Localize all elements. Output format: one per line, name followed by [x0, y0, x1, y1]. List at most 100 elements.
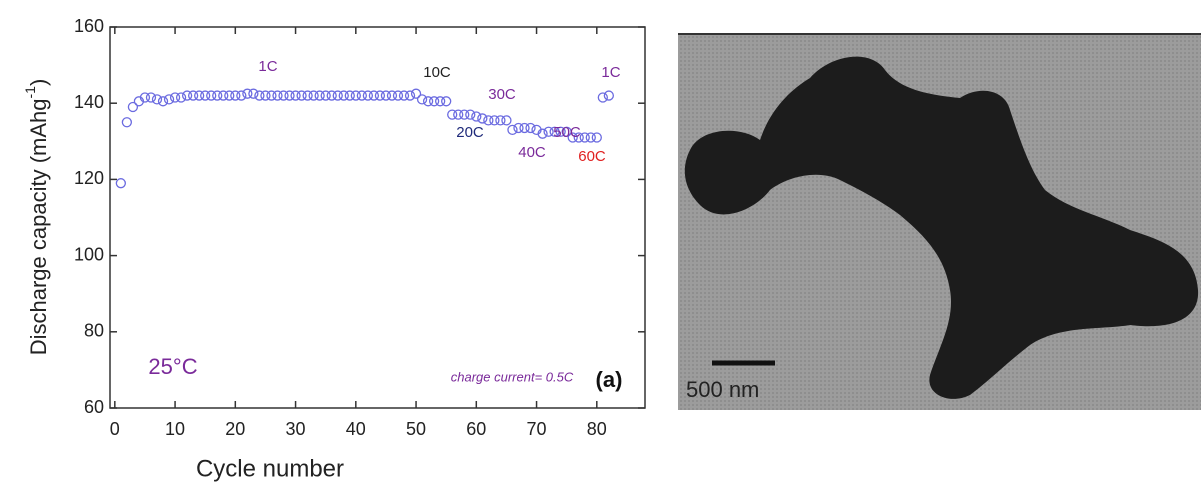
point: [206, 90, 217, 101]
point: [465, 109, 476, 120]
plot-frame: [109, 26, 646, 409]
point: [597, 92, 608, 103]
point: [169, 92, 181, 103]
point: [242, 88, 253, 99]
y-tick-label: 80: [84, 321, 104, 341]
point: [266, 90, 277, 101]
point: [380, 90, 392, 101]
point: [326, 90, 337, 101]
y-tick-label: 140: [74, 92, 104, 112]
x-tick-label: 0: [110, 419, 120, 439]
x-tick-label: 30: [286, 419, 306, 439]
point: [187, 90, 199, 101]
point: [248, 88, 259, 99]
annotation: 25°C: [148, 354, 197, 379]
point: [410, 88, 422, 99]
annotation: 1C: [601, 64, 620, 81]
point: [585, 132, 596, 143]
point: [495, 115, 506, 126]
point: [471, 111, 482, 122]
point: [561, 126, 572, 137]
point: [163, 94, 175, 105]
point: [603, 90, 615, 101]
annotation: 30C: [488, 86, 516, 103]
point: [483, 115, 494, 126]
x-tick-label: 70: [527, 419, 547, 439]
point: [145, 92, 157, 103]
point: [121, 117, 133, 128]
annotation: 1C: [258, 58, 277, 75]
point: [362, 90, 374, 101]
point: [441, 96, 452, 107]
point: [314, 90, 325, 101]
annotation: 50C: [553, 124, 581, 141]
point: [567, 132, 578, 143]
point: [236, 90, 247, 101]
point: [386, 90, 398, 101]
point: [519, 122, 530, 134]
point: [224, 90, 235, 101]
point: [200, 90, 211, 101]
scale-label: 500 nm: [686, 377, 759, 402]
point: [428, 96, 440, 107]
tem-image: 500 nm: [678, 33, 1201, 410]
point: [320, 90, 331, 101]
point: [181, 90, 193, 101]
point: [302, 90, 313, 101]
point: [139, 92, 151, 103]
point: [230, 90, 241, 101]
point: [356, 90, 367, 101]
y-tick-label: 100: [74, 244, 104, 264]
point: [296, 90, 307, 101]
y-tick-label: 160: [74, 16, 104, 36]
annotation: (a): [596, 367, 623, 392]
point: [260, 90, 271, 101]
point: [392, 90, 404, 101]
point: [579, 132, 590, 143]
point: [435, 96, 446, 107]
particle: [684, 56, 1199, 399]
point: [398, 90, 410, 101]
x-tick-label: 50: [406, 419, 426, 439]
y-axis-label: Discharge capacity (mAhg-1): [22, 79, 51, 356]
point: [447, 109, 458, 120]
point: [115, 178, 126, 189]
x-axis-label: Cycle number: [196, 455, 344, 482]
x-tick-label: 10: [165, 419, 185, 439]
y-tick-label: 120: [74, 168, 104, 188]
x-tick-label: 60: [466, 419, 486, 439]
point: [175, 92, 187, 103]
point: [308, 90, 319, 101]
point: [127, 101, 139, 113]
x-tick-label: 80: [587, 419, 607, 439]
point: [555, 126, 566, 137]
point: [374, 90, 386, 101]
point: [422, 96, 434, 107]
point: [151, 94, 163, 105]
annotation: 20C: [456, 124, 484, 141]
point: [272, 90, 283, 101]
annotation: 40C: [518, 144, 546, 161]
point: [218, 90, 229, 101]
point: [477, 113, 488, 124]
point: [489, 115, 500, 126]
point: [543, 126, 554, 137]
point: [453, 109, 464, 120]
point: [254, 90, 265, 101]
point: [416, 94, 428, 105]
point: [591, 132, 602, 143]
point: [459, 109, 470, 120]
point: [212, 90, 223, 101]
point: [290, 90, 301, 101]
x-tick-label: 40: [346, 419, 366, 439]
annotation: 60C: [578, 148, 606, 165]
point: [525, 122, 536, 134]
point: [573, 132, 584, 143]
point: [194, 90, 205, 101]
annotation: 10C: [423, 64, 451, 81]
y-tick-label: 60: [84, 397, 104, 417]
x-tick-label: 20: [225, 419, 245, 439]
point: [501, 115, 512, 126]
point: [549, 126, 560, 137]
